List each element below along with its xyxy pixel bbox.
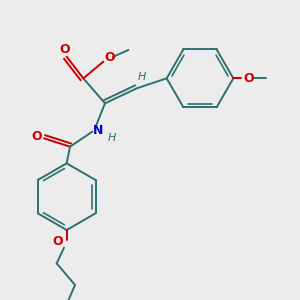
Text: O: O bbox=[32, 130, 42, 143]
Text: O: O bbox=[105, 51, 115, 64]
Text: H: H bbox=[137, 72, 146, 82]
Text: O: O bbox=[243, 72, 254, 85]
Text: N: N bbox=[92, 124, 103, 136]
Text: O: O bbox=[60, 43, 70, 56]
Text: H: H bbox=[108, 133, 116, 143]
Text: O: O bbox=[52, 235, 63, 248]
